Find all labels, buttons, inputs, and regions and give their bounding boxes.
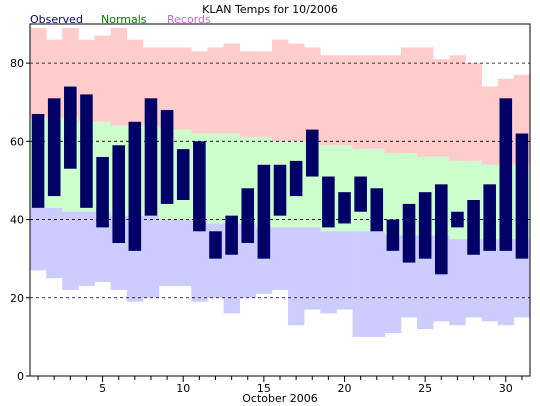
record-low-band <box>271 227 289 290</box>
observed-bar <box>96 156 109 228</box>
x-tick-label: 5 <box>99 382 106 395</box>
observed-bar <box>435 184 448 275</box>
record-high-band <box>465 63 482 161</box>
legend-records: Records <box>167 13 211 26</box>
observed-bar <box>47 98 61 197</box>
record-low-band <box>352 231 370 337</box>
observed-bar <box>370 188 384 232</box>
record-low-band <box>320 231 337 314</box>
record-high-band <box>191 51 208 134</box>
record-low-band <box>497 239 515 326</box>
record-high-band <box>159 47 176 130</box>
record-low-band <box>368 231 386 337</box>
observed-bar <box>483 184 496 251</box>
record-low-band <box>336 231 353 310</box>
y-tick-label: 20 <box>10 292 24 305</box>
record-high-band <box>320 55 337 146</box>
x-tick-label: 25 <box>418 382 432 395</box>
record-low-band <box>142 215 160 298</box>
legend-normals: Normals <box>101 13 147 26</box>
observed-bar <box>451 211 464 228</box>
record-high-band <box>400 47 418 154</box>
legend-observed: Observed <box>30 13 83 26</box>
record-low-band <box>288 227 305 326</box>
record-low-band <box>304 227 321 310</box>
observed-bar <box>499 98 513 251</box>
y-axis: 0 20 40 60 80 <box>10 57 30 383</box>
observed-bar <box>209 231 222 259</box>
record-low-band <box>62 211 79 290</box>
record-high-band <box>126 39 144 126</box>
record-low-band <box>449 239 466 326</box>
record-high-band <box>433 59 450 157</box>
observed-bar <box>193 141 206 232</box>
record-high-band <box>336 55 353 146</box>
y-tick-label: 60 <box>10 135 24 148</box>
record-low-band <box>94 211 111 283</box>
observed-bar <box>322 176 335 228</box>
x-axis-label: October 2006 <box>242 392 318 405</box>
observed-bar <box>160 110 174 204</box>
x-tick-label: 10 <box>176 382 190 395</box>
x-tick-label: 15 <box>257 382 271 395</box>
observed-bar <box>257 164 271 259</box>
x-tick-label: 20 <box>338 382 352 395</box>
observed-bar <box>241 188 255 244</box>
observed-bar <box>386 219 400 251</box>
y-tick-label: 80 <box>10 57 24 70</box>
x-tick-label: 30 <box>499 382 513 395</box>
record-low-band <box>384 235 402 333</box>
observed-bar <box>176 149 190 200</box>
observed-bar <box>144 98 158 216</box>
chart-title: KLAN Temps for 10/2006 <box>202 3 338 16</box>
record-high-band <box>110 27 128 126</box>
y-tick-label: 0 <box>17 370 24 383</box>
observed-bar <box>305 129 319 177</box>
record-low-band <box>30 207 47 271</box>
observed-bar <box>31 113 45 208</box>
record-low-band <box>175 219 192 287</box>
observed-bar <box>354 176 367 212</box>
observed-bar <box>112 145 125 244</box>
record-high-band <box>255 51 273 138</box>
observed-bar <box>289 160 303 197</box>
record-high-band <box>223 43 240 134</box>
normal-range-band <box>384 153 402 236</box>
observed-bar-layer <box>31 86 529 275</box>
observed-bar <box>402 203 416 263</box>
record-high-band <box>175 47 192 130</box>
record-high-band <box>384 55 402 154</box>
record-low-band <box>191 219 208 302</box>
record-low-band <box>78 211 95 287</box>
record-low-band <box>159 219 176 287</box>
record-high-band <box>304 47 321 142</box>
record-high-band <box>449 55 466 161</box>
observed-bar <box>80 94 93 208</box>
observed-bar <box>418 192 432 259</box>
record-high-band <box>417 47 434 157</box>
observed-bar <box>273 164 287 216</box>
observed-bar <box>128 121 142 251</box>
normal-range-band <box>223 133 240 224</box>
observed-bar <box>64 86 77 169</box>
record-high-band <box>352 55 370 150</box>
normal-range-band <box>207 133 224 224</box>
observed-bar <box>467 200 480 255</box>
y-tick-label: 40 <box>10 214 24 227</box>
record-high-band <box>30 27 47 118</box>
observed-bar <box>225 215 238 255</box>
x-axis: 5 10 15 20 25 30 <box>37 376 523 395</box>
observed-bar <box>515 133 529 259</box>
record-high-band <box>239 51 257 138</box>
record-high-band <box>207 47 224 134</box>
record-high-band <box>481 86 499 165</box>
observed-bar <box>338 192 351 224</box>
record-high-band <box>368 55 386 150</box>
record-high-band <box>271 39 289 142</box>
record-low-band <box>46 207 63 279</box>
record-low-band <box>481 239 499 322</box>
record-high-band <box>94 35 111 122</box>
record-high-band <box>288 43 305 142</box>
